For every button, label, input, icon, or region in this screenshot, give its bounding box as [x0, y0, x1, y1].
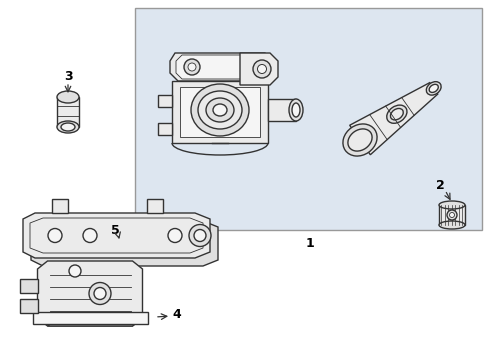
Bar	[439, 205, 465, 225]
Circle shape	[83, 229, 97, 243]
Circle shape	[184, 59, 200, 75]
Text: 3: 3	[64, 69, 73, 82]
Circle shape	[168, 229, 182, 243]
Circle shape	[449, 212, 455, 217]
Ellipse shape	[439, 221, 465, 229]
Text: 2: 2	[436, 179, 444, 192]
Circle shape	[253, 60, 271, 78]
Circle shape	[447, 210, 457, 220]
Polygon shape	[147, 199, 163, 213]
Ellipse shape	[213, 104, 227, 116]
Polygon shape	[172, 81, 268, 143]
Bar	[158, 123, 172, 135]
Ellipse shape	[439, 201, 465, 209]
Ellipse shape	[191, 84, 249, 136]
Bar	[20, 299, 38, 313]
Circle shape	[69, 265, 81, 277]
Polygon shape	[240, 53, 278, 85]
Ellipse shape	[57, 91, 79, 103]
Circle shape	[94, 288, 106, 300]
Circle shape	[258, 64, 267, 73]
Ellipse shape	[61, 123, 75, 131]
Polygon shape	[32, 312, 147, 324]
Circle shape	[194, 230, 206, 242]
Circle shape	[188, 63, 196, 71]
Ellipse shape	[387, 105, 407, 123]
Polygon shape	[23, 213, 210, 258]
Bar	[57, 97, 79, 127]
Ellipse shape	[426, 82, 441, 95]
Text: 4: 4	[172, 309, 181, 321]
Ellipse shape	[343, 124, 377, 156]
Ellipse shape	[57, 121, 79, 133]
Polygon shape	[176, 55, 264, 79]
Circle shape	[189, 225, 211, 247]
Polygon shape	[180, 87, 260, 137]
Polygon shape	[268, 99, 296, 121]
Bar	[135, 8, 482, 230]
Bar	[20, 279, 38, 293]
Ellipse shape	[289, 99, 303, 121]
Polygon shape	[31, 221, 218, 266]
Ellipse shape	[348, 129, 372, 151]
Polygon shape	[48, 318, 143, 326]
Text: 1: 1	[306, 237, 315, 249]
Ellipse shape	[391, 108, 403, 120]
Ellipse shape	[198, 91, 242, 129]
Polygon shape	[52, 199, 68, 213]
Polygon shape	[38, 261, 143, 326]
Polygon shape	[350, 83, 438, 155]
Ellipse shape	[429, 84, 438, 93]
Circle shape	[89, 283, 111, 305]
Circle shape	[48, 229, 62, 243]
Bar	[158, 95, 172, 107]
Polygon shape	[170, 53, 270, 81]
Ellipse shape	[206, 98, 234, 122]
Ellipse shape	[292, 103, 300, 117]
Text: 5: 5	[111, 224, 120, 237]
